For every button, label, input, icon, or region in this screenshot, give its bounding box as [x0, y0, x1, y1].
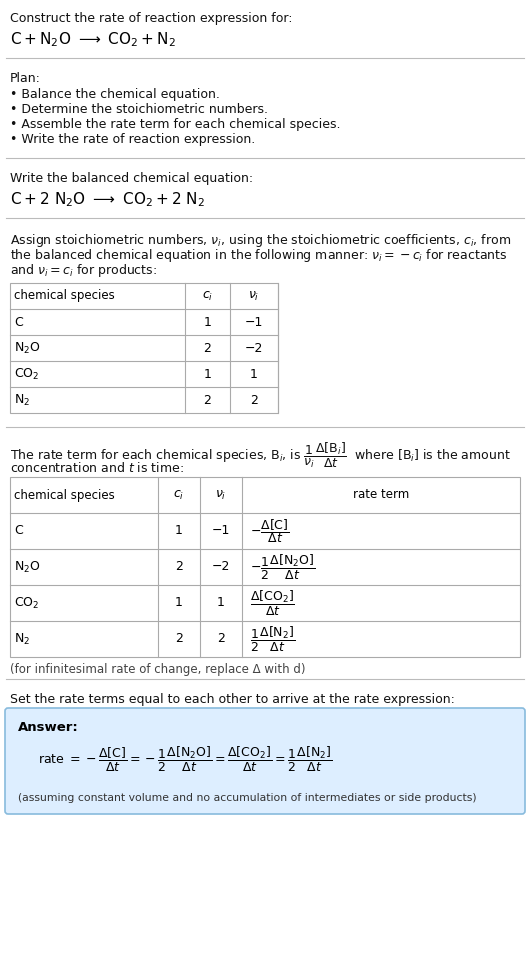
- Text: and $\nu_i = c_i$ for products:: and $\nu_i = c_i$ for products:: [10, 262, 157, 279]
- Text: $\mathrm{C + 2\ N_2O\ \longrightarrow\ CO_2 + 2\ N_2}$: $\mathrm{C + 2\ N_2O\ \longrightarrow\ C…: [10, 190, 205, 209]
- Text: $\mathrm{C}$: $\mathrm{C}$: [14, 315, 24, 329]
- Text: $\mathrm{N_2}$: $\mathrm{N_2}$: [14, 392, 30, 408]
- Text: 2: 2: [204, 342, 211, 354]
- Text: (for infinitesimal rate of change, replace Δ with d): (for infinitesimal rate of change, repla…: [10, 663, 305, 676]
- Text: Write the balanced chemical equation:: Write the balanced chemical equation:: [10, 172, 253, 185]
- Text: −2: −2: [245, 342, 263, 354]
- Text: Plan:: Plan:: [10, 72, 41, 85]
- Text: rate $= -\dfrac{\Delta[\mathrm{C}]}{\Delta t} = -\dfrac{1}{2}\dfrac{\Delta[\math: rate $= -\dfrac{\Delta[\mathrm{C}]}{\Del…: [38, 745, 332, 774]
- Text: $\nu_i$: $\nu_i$: [215, 488, 227, 502]
- Text: 2: 2: [175, 560, 183, 574]
- Text: $\mathrm{C + N_2O\ \longrightarrow\ CO_2 + N_2}$: $\mathrm{C + N_2O\ \longrightarrow\ CO_2…: [10, 30, 176, 49]
- Bar: [10, 283, 278, 413]
- Text: 2: 2: [204, 393, 211, 406]
- Text: $\dfrac{\Delta[\mathrm{CO_2}]}{\Delta t}$: $\dfrac{\Delta[\mathrm{CO_2}]}{\Delta t}…: [250, 589, 295, 618]
- Text: 1: 1: [204, 368, 211, 381]
- Text: 1: 1: [250, 368, 258, 381]
- Text: the balanced chemical equation in the following manner: $\nu_i = -c_i$ for react: the balanced chemical equation in the fo…: [10, 247, 508, 264]
- Text: • Write the rate of reaction expression.: • Write the rate of reaction expression.: [10, 133, 255, 146]
- Text: chemical species: chemical species: [14, 489, 115, 502]
- Text: 1: 1: [217, 596, 225, 609]
- Text: $\mathrm{C}$: $\mathrm{C}$: [14, 524, 24, 538]
- Text: $\mathrm{N_2O}$: $\mathrm{N_2O}$: [14, 341, 40, 355]
- FancyBboxPatch shape: [5, 708, 525, 814]
- Text: • Balance the chemical equation.: • Balance the chemical equation.: [10, 88, 220, 101]
- Text: $\mathrm{CO_2}$: $\mathrm{CO_2}$: [14, 366, 39, 382]
- Text: Set the rate terms equal to each other to arrive at the rate expression:: Set the rate terms equal to each other t…: [10, 693, 455, 706]
- Text: 1: 1: [175, 524, 183, 538]
- Text: concentration and $t$ is time:: concentration and $t$ is time:: [10, 461, 184, 475]
- Text: $c_i$: $c_i$: [173, 488, 184, 502]
- Text: $c_i$: $c_i$: [202, 290, 213, 303]
- Text: Answer:: Answer:: [18, 721, 79, 734]
- Text: • Determine the stoichiometric numbers.: • Determine the stoichiometric numbers.: [10, 103, 268, 116]
- Text: $\mathrm{CO_2}$: $\mathrm{CO_2}$: [14, 595, 39, 611]
- Text: $\nu_i$: $\nu_i$: [249, 290, 260, 303]
- Text: Construct the rate of reaction expression for:: Construct the rate of reaction expressio…: [10, 12, 293, 25]
- Bar: [10, 477, 520, 657]
- Text: $\mathrm{N_2}$: $\mathrm{N_2}$: [14, 631, 30, 646]
- Text: rate term: rate term: [353, 489, 409, 502]
- Text: $\mathrm{N_2O}$: $\mathrm{N_2O}$: [14, 559, 40, 575]
- Text: 2: 2: [250, 393, 258, 406]
- Text: −2: −2: [212, 560, 230, 574]
- Text: 1: 1: [204, 315, 211, 329]
- Text: (assuming constant volume and no accumulation of intermediates or side products): (assuming constant volume and no accumul…: [18, 793, 476, 803]
- Text: $\dfrac{1}{2}\dfrac{\Delta[\mathrm{N_2}]}{\Delta t}$: $\dfrac{1}{2}\dfrac{\Delta[\mathrm{N_2}]…: [250, 625, 295, 654]
- Text: 1: 1: [175, 596, 183, 609]
- Text: −1: −1: [245, 315, 263, 329]
- Text: −1: −1: [212, 524, 230, 538]
- Text: Assign stoichiometric numbers, $\nu_i$, using the stoichiometric coefficients, $: Assign stoichiometric numbers, $\nu_i$, …: [10, 232, 511, 249]
- Text: • Assemble the rate term for each chemical species.: • Assemble the rate term for each chemic…: [10, 118, 340, 131]
- Text: 2: 2: [175, 632, 183, 645]
- Text: chemical species: chemical species: [14, 290, 115, 303]
- Text: $-\dfrac{1}{2}\dfrac{\Delta[\mathrm{N_2O}]}{\Delta t}$: $-\dfrac{1}{2}\dfrac{\Delta[\mathrm{N_2O…: [250, 552, 315, 582]
- Text: The rate term for each chemical species, B$_i$, is $\dfrac{1}{\nu_i}\dfrac{\Delt: The rate term for each chemical species,…: [10, 441, 511, 470]
- Text: 2: 2: [217, 632, 225, 645]
- Text: $-\dfrac{\Delta[\mathrm{C}]}{\Delta t}$: $-\dfrac{\Delta[\mathrm{C}]}{\Delta t}$: [250, 517, 289, 545]
